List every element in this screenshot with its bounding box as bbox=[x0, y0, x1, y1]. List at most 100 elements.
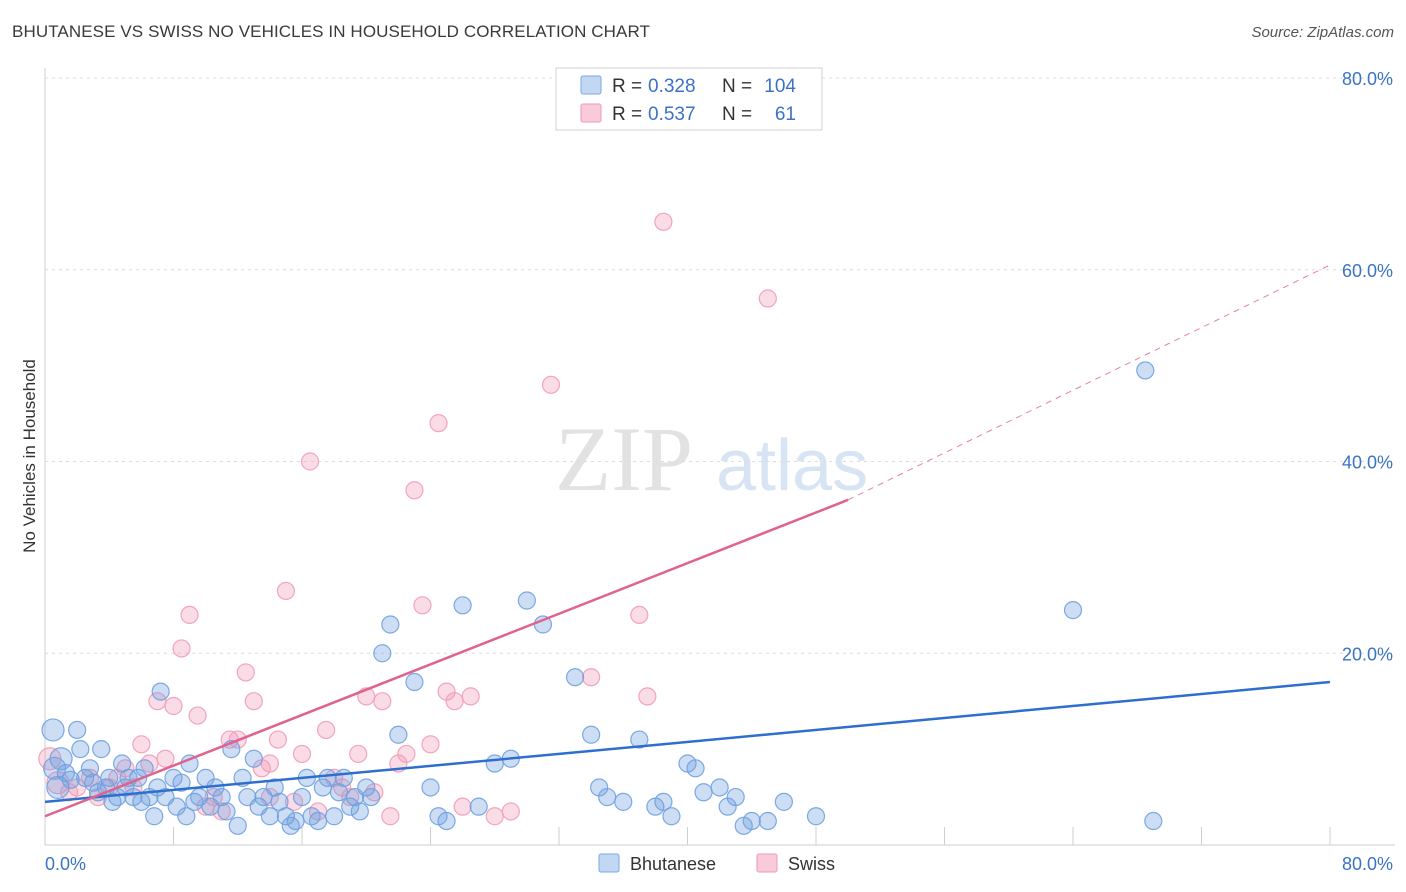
point-bhutanese-79 bbox=[517, 591, 536, 610]
point-bhutanese-97 bbox=[742, 811, 761, 831]
trend-line-swiss bbox=[44, 498, 849, 818]
point-bhutanese-31 bbox=[172, 773, 191, 792]
point-bhutanese-75 bbox=[453, 596, 472, 615]
point-swiss-14 bbox=[164, 696, 183, 716]
series-legend: Bhutanese Swiss bbox=[598, 853, 835, 874]
point-swiss-27 bbox=[268, 730, 288, 749]
point-bhutanese-39 bbox=[212, 787, 231, 807]
point-bhutanese-63 bbox=[341, 797, 360, 816]
x-tick-label-1: 80.0% bbox=[1342, 854, 1393, 874]
point-bhutanese-57 bbox=[308, 811, 328, 831]
point-swiss-59 bbox=[758, 289, 777, 308]
point-bhutanese-53 bbox=[286, 811, 305, 831]
point-bhutanese-70 bbox=[389, 725, 408, 744]
point-bhutanese-12 bbox=[92, 740, 111, 759]
point-swiss-4 bbox=[80, 768, 100, 787]
point-bhutanese-84 bbox=[598, 787, 617, 807]
point-swiss-58 bbox=[654, 212, 673, 231]
point-bhutanese-85 bbox=[614, 792, 633, 811]
point-bhutanese-32 bbox=[177, 807, 196, 826]
point-swiss-41 bbox=[381, 807, 400, 826]
y-tick-label-0: 20.0% bbox=[1342, 644, 1393, 664]
point-swiss-46 bbox=[421, 735, 440, 754]
point-bhutanese-98 bbox=[758, 811, 777, 831]
point-bhutanese-14 bbox=[100, 768, 119, 787]
point-bhutanese-5 bbox=[61, 770, 80, 789]
point-bhutanese-59 bbox=[318, 768, 337, 787]
legend-swatch-swiss bbox=[580, 103, 602, 123]
point-bhutanese-49 bbox=[265, 778, 284, 797]
point-bhutanese-51 bbox=[276, 807, 296, 826]
point-bhutanese-69 bbox=[381, 615, 400, 634]
point-bhutanese-54 bbox=[292, 787, 312, 807]
point-bhutanese-27 bbox=[151, 682, 170, 701]
point-swiss-47 bbox=[429, 414, 448, 433]
point-swiss-50 bbox=[453, 797, 472, 816]
point-bhutanese-95 bbox=[726, 787, 745, 807]
watermark-atlas: atlas bbox=[716, 426, 868, 506]
point-swiss-30 bbox=[292, 744, 312, 764]
point-bhutanese-77 bbox=[485, 754, 504, 773]
series-bhutanese-points bbox=[41, 361, 1163, 835]
point-bhutanese-48 bbox=[260, 807, 279, 826]
point-bhutanese-100 bbox=[806, 807, 826, 826]
trend-lines bbox=[44, 264, 1331, 818]
point-bhutanese-65 bbox=[350, 802, 369, 821]
point-bhutanese-88 bbox=[654, 792, 673, 811]
point-bhutanese-6 bbox=[68, 720, 87, 740]
point-swiss-49 bbox=[445, 692, 464, 711]
stats-legend: R = 0.328 N = 104 R = 0.537 N = 61 bbox=[555, 67, 823, 131]
point-bhutanese-81 bbox=[565, 668, 585, 687]
legend-swatch-bhutanese bbox=[580, 75, 602, 95]
trend-line-extension-swiss bbox=[847, 264, 1331, 501]
y-axis-label: No Vehicles in Household bbox=[20, 359, 39, 553]
point-bhutanese-99 bbox=[774, 792, 793, 811]
series-swiss-points bbox=[38, 212, 777, 826]
point-swiss-54 bbox=[541, 375, 561, 394]
legend-n-label-1: N = bbox=[722, 76, 752, 97]
point-bhutanese-103 bbox=[1144, 811, 1163, 831]
point-swiss-33 bbox=[316, 720, 336, 740]
point-swiss-56 bbox=[630, 605, 649, 625]
legend-r-label-2: R = bbox=[612, 104, 642, 125]
point-bhutanese-68 bbox=[373, 644, 392, 663]
point-swiss-57 bbox=[638, 687, 657, 706]
point-bhutanese-62 bbox=[334, 768, 353, 787]
point-bhutanese-66 bbox=[357, 778, 376, 797]
point-bhutanese-102 bbox=[1136, 361, 1155, 380]
point-swiss-37 bbox=[349, 744, 368, 764]
watermark-zip: ZIP bbox=[555, 408, 693, 510]
point-bhutanese-76 bbox=[469, 797, 488, 816]
y-tick-label-3: 80.0% bbox=[1342, 69, 1393, 89]
point-swiss-20 bbox=[212, 802, 231, 821]
point-bhutanese-101 bbox=[1063, 601, 1083, 620]
bottom-legend-swatch-swiss bbox=[756, 853, 778, 873]
point-bhutanese-40 bbox=[217, 802, 236, 821]
y-tick-label-2: 60.0% bbox=[1342, 261, 1393, 281]
point-swiss-40 bbox=[373, 692, 392, 711]
legend-r-value-1: 0.328 bbox=[648, 76, 696, 97]
point-bhutanese-67 bbox=[361, 787, 381, 807]
chart-source: Source: ZipAtlas.com bbox=[1251, 24, 1394, 41]
point-bhutanese-60 bbox=[325, 807, 344, 826]
point-swiss-16 bbox=[180, 605, 199, 625]
tick-labels: 20.0% 40.0% 60.0% 80.0% 0.0% 80.0% bbox=[45, 69, 1393, 874]
point-swiss-8 bbox=[116, 759, 135, 778]
point-bhutanese-93 bbox=[710, 778, 729, 797]
point-bhutanese-30 bbox=[167, 797, 186, 816]
chart-title: BHUTANESE VS SWISS NO VEHICLES IN HOUSEH… bbox=[12, 22, 651, 41]
point-swiss-23 bbox=[236, 663, 255, 682]
point-bhutanese-92 bbox=[694, 783, 713, 802]
point-swiss-53 bbox=[501, 802, 520, 821]
trend-line-bhutanese bbox=[44, 680, 1331, 804]
point-bhutanese-7 bbox=[71, 740, 90, 759]
point-bhutanese-9 bbox=[80, 759, 100, 778]
point-swiss-36 bbox=[341, 787, 360, 807]
point-swiss-51 bbox=[461, 687, 480, 706]
point-swiss-43 bbox=[397, 744, 416, 764]
point-bhutanese-74 bbox=[437, 811, 456, 831]
legend-n-label-2: N = bbox=[722, 104, 752, 125]
legend-r-value-2: 0.537 bbox=[648, 104, 696, 125]
point-swiss-28 bbox=[276, 581, 296, 601]
point-bhutanese-0 bbox=[41, 718, 65, 742]
